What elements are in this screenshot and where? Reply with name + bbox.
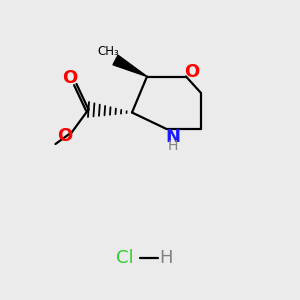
Text: H: H xyxy=(168,139,178,152)
Text: O: O xyxy=(184,63,200,81)
Polygon shape xyxy=(113,55,147,76)
Text: CH₃: CH₃ xyxy=(97,45,119,58)
Text: N: N xyxy=(166,128,181,146)
Text: H: H xyxy=(160,249,173,267)
Text: Cl: Cl xyxy=(116,249,133,267)
Text: O: O xyxy=(57,127,72,145)
Text: O: O xyxy=(62,69,77,87)
